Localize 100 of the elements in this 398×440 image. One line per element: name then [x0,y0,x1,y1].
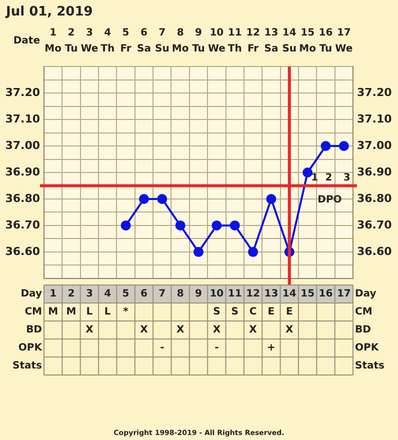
text: S [231,306,238,318]
y-tick-label: 36.60 [5,244,40,258]
text: Tu [64,44,78,55]
point [157,194,168,204]
chart-title: Jul 01, 2019 [5,4,93,20]
text: M [66,306,76,318]
x-tick-label: 9 [195,28,202,39]
text: S [213,306,220,318]
y-tick-label: 36.80 [5,192,40,205]
text: + [267,342,276,354]
text: Mo [44,44,62,55]
annotation: 3 [343,172,350,184]
x-tick-label: 10 [210,288,224,300]
x-tick-label: 15 [300,28,315,39]
text: - [160,342,164,354]
text: Th [100,44,115,55]
text: X [286,324,294,336]
x-axis-title: Day [20,288,42,300]
x-tick-label: 3 [86,28,93,39]
point [175,220,186,230]
x-tick-label: 10 [210,28,224,39]
point [194,246,204,257]
point [338,141,349,152]
annotation: 1 [311,172,318,184]
x-tick-label: 11 [228,28,242,39]
point [320,141,331,152]
x-tick-label: 1 [50,288,57,300]
text: E [286,306,293,318]
x-tick-label: 7 [158,288,166,300]
y-tick-label: Stats [355,360,385,372]
x-tick-label: 8 [176,28,184,39]
x-tick-label: 12 [246,288,260,300]
text: C [249,306,257,318]
text: Mo [299,44,316,55]
x-tick-label: 17 [336,28,351,39]
x-tick-label: 4 [104,28,112,39]
text: X [176,324,184,336]
x-tick-label: 8 [176,288,184,300]
x-tick-label: 12 [246,28,260,39]
x-tick-label: 6 [140,288,148,300]
point [266,194,276,204]
x-tick-label: 5 [122,28,130,39]
text: Sa [136,44,151,55]
text: X [212,324,221,336]
y-tick-label: 36.70 [5,218,40,232]
text: We [80,44,98,55]
x-tick-label: 16 [318,28,333,39]
x-tick-label: 5 [122,288,130,300]
text: L [86,306,93,318]
x-tick-label: 3 [86,288,93,300]
x-tick-label: 11 [228,288,242,300]
x-tick-label: 9 [195,288,202,300]
point [248,246,258,257]
x-tick-label: 1 [50,28,57,39]
y-tick-label: Date [13,36,40,47]
x-tick-label: 16 [318,288,333,300]
x-tick-label: 13 [264,288,278,300]
x-tick-label: 14 [282,288,296,300]
text: X [140,324,148,336]
text: X [249,324,257,336]
x-tick-label: 15 [300,288,315,300]
text: X [86,324,94,336]
text: Su [282,44,297,55]
point [120,220,131,230]
y-tick-label: CM [355,306,372,318]
point [138,194,149,204]
text: E [268,306,275,318]
text: Tu [319,44,332,55]
y-tick-label: 36.90 [5,165,40,178]
text: Sa [264,44,278,55]
x-tick-label: 2 [68,28,75,39]
x-tick-label: 14 [282,28,296,39]
x-tick-label: 13 [264,28,278,39]
text: Mo [172,44,189,55]
text: We [208,44,226,55]
text: Tu [192,44,205,55]
y-tick-label: 37.00 [5,138,40,152]
x-tick-label: 2 [68,288,75,300]
y-tick-label: OPK [355,342,380,354]
text: Day [355,288,376,300]
point [230,220,240,230]
point [302,168,313,178]
text: We [335,44,353,55]
text: Th [228,44,242,55]
x-tick-label: 6 [140,28,148,39]
y-tick-label: BD [355,324,371,336]
text: - [214,342,219,354]
x-tick-label: 7 [158,28,166,39]
x-tick-label: 17 [336,288,351,300]
text: Fr [247,44,259,55]
text: L [104,306,111,318]
text: Fr [120,44,132,55]
text: M [48,306,58,318]
annotation: 2 [325,172,332,184]
point [212,220,222,230]
text: Su [154,44,170,55]
x-tick-label: 4 [104,288,112,300]
text: * [123,306,128,318]
y-tick-label: 37.10 [5,112,40,126]
annotation: DPO [318,194,342,206]
